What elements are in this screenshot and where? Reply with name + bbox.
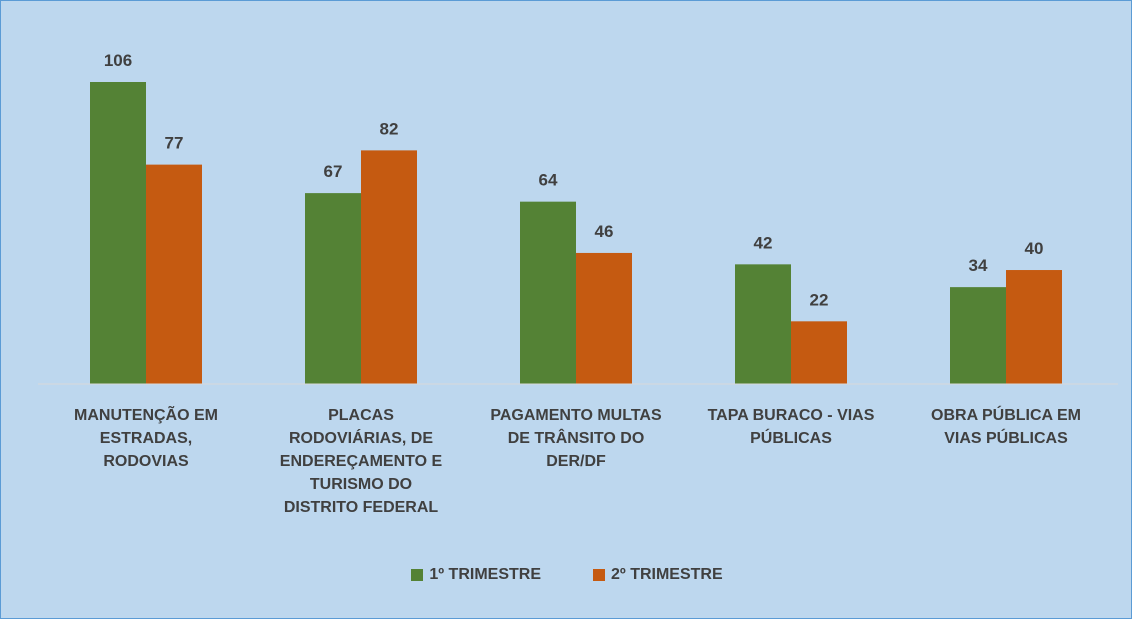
bar	[361, 150, 417, 384]
bar	[950, 287, 1006, 384]
bar	[305, 193, 361, 384]
legend: 1º TRIMESTRE 2º TRIMESTRE	[1, 566, 1132, 584]
data-label: 34	[969, 256, 988, 275]
bar	[735, 264, 791, 384]
bar	[146, 164, 202, 384]
legend-swatch	[411, 569, 424, 581]
legend-swatch	[593, 569, 605, 581]
data-label: 77	[165, 134, 184, 153]
bar	[520, 201, 576, 384]
legend-label: 2º TRIMESTRE	[611, 566, 723, 583]
bar	[791, 321, 847, 384]
x-tick-label: TAPA BURACO - VIAS PÚBLICAS	[707, 407, 875, 447]
data-label: 46	[595, 222, 614, 241]
data-label: 22	[810, 290, 829, 309]
bar	[90, 82, 146, 384]
legend-item: 1º TRIMESTRE	[411, 566, 541, 584]
legend-item: 2º TRIMESTRE	[593, 566, 723, 584]
bar	[576, 252, 632, 384]
data-label: 40	[1025, 239, 1044, 258]
bar	[1006, 270, 1062, 384]
x-tick-label: MANUTENÇÃO EM ESTRADAS, RODOVIAS	[74, 407, 218, 470]
legend-label: 1º TRIMESTRE	[429, 566, 541, 583]
data-label: 42	[754, 233, 773, 252]
data-label: 82	[380, 119, 399, 138]
x-tick-label: OBRA PÚBLICA EM VIAS PÚBLICAS	[931, 407, 1081, 447]
data-label: 106	[104, 51, 132, 70]
x-tick-label: PAGAMENTO MULTAS DE TRÂNSITO DO DER/DF	[490, 407, 662, 470]
data-label: 67	[324, 162, 343, 181]
x-tick-label: PLACAS RODOVIÁRIAS, DE ENDEREÇAMENTO E T…	[279, 407, 443, 516]
data-label: 64	[539, 171, 558, 190]
